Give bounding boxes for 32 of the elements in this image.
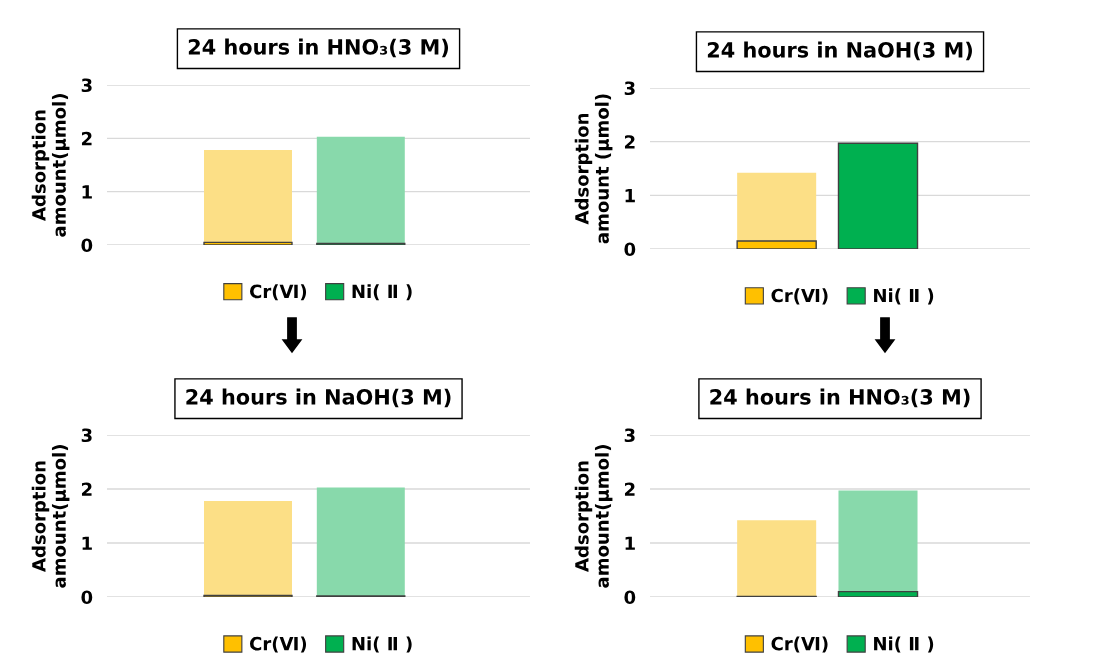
y-tick-label: 2 — [624, 135, 635, 149]
y-tick-label: 0 — [81, 590, 93, 605]
y-tick-label: 0 — [624, 242, 636, 257]
y-tick-label: 2 — [81, 131, 92, 146]
chart-title: 24 hours in HNO₃(3 M) — [710, 388, 970, 408]
y-tick-label: 0 — [81, 238, 93, 253]
chart-title: 24 hours in NaOH(3 M) — [186, 388, 451, 408]
y-tick-label: 2 — [81, 482, 92, 496]
legend-label: Ni( Ⅱ ) — [352, 636, 412, 653]
legend-label: Cr(Ⅵ) — [249, 636, 307, 653]
legend-label: Cr(Ⅵ) — [771, 288, 828, 305]
legend-label: Cr(Ⅵ) — [771, 636, 828, 653]
legend-label: Ni( Ⅱ ) — [874, 288, 934, 305]
y-axis-title: Adsorption amount(μmol) — [31, 94, 70, 237]
chart-title: 24 hours in HNO₃(3 M) — [188, 38, 449, 58]
chart-title: 24 hours in NaOH(3 M) — [707, 41, 972, 61]
legend-label: Ni( Ⅱ ) — [874, 636, 934, 653]
y-axis-title: Adsorption amount(μmol) — [31, 445, 70, 588]
y-tick-label: 1 — [82, 185, 92, 199]
y-tick-label: 3 — [624, 81, 635, 96]
y-tick-label: 1 — [82, 536, 92, 550]
y-tick-label: 3 — [624, 428, 635, 443]
y-tick-label: 2 — [624, 482, 635, 496]
y-tick-label: 1 — [625, 189, 635, 203]
y-tick-label: 1 — [625, 536, 635, 550]
legend-label: Cr(Ⅵ) — [249, 284, 307, 301]
legend-label: Ni( Ⅱ ) — [352, 284, 412, 301]
y-axis-title: Adsorption amount(μmol) — [574, 445, 613, 588]
y-tick-label: 0 — [624, 590, 636, 605]
y-axis-title: Adsorption amount (μmol) — [574, 94, 613, 244]
y-tick-label: 3 — [81, 428, 92, 443]
y-tick-label: 3 — [81, 78, 92, 93]
